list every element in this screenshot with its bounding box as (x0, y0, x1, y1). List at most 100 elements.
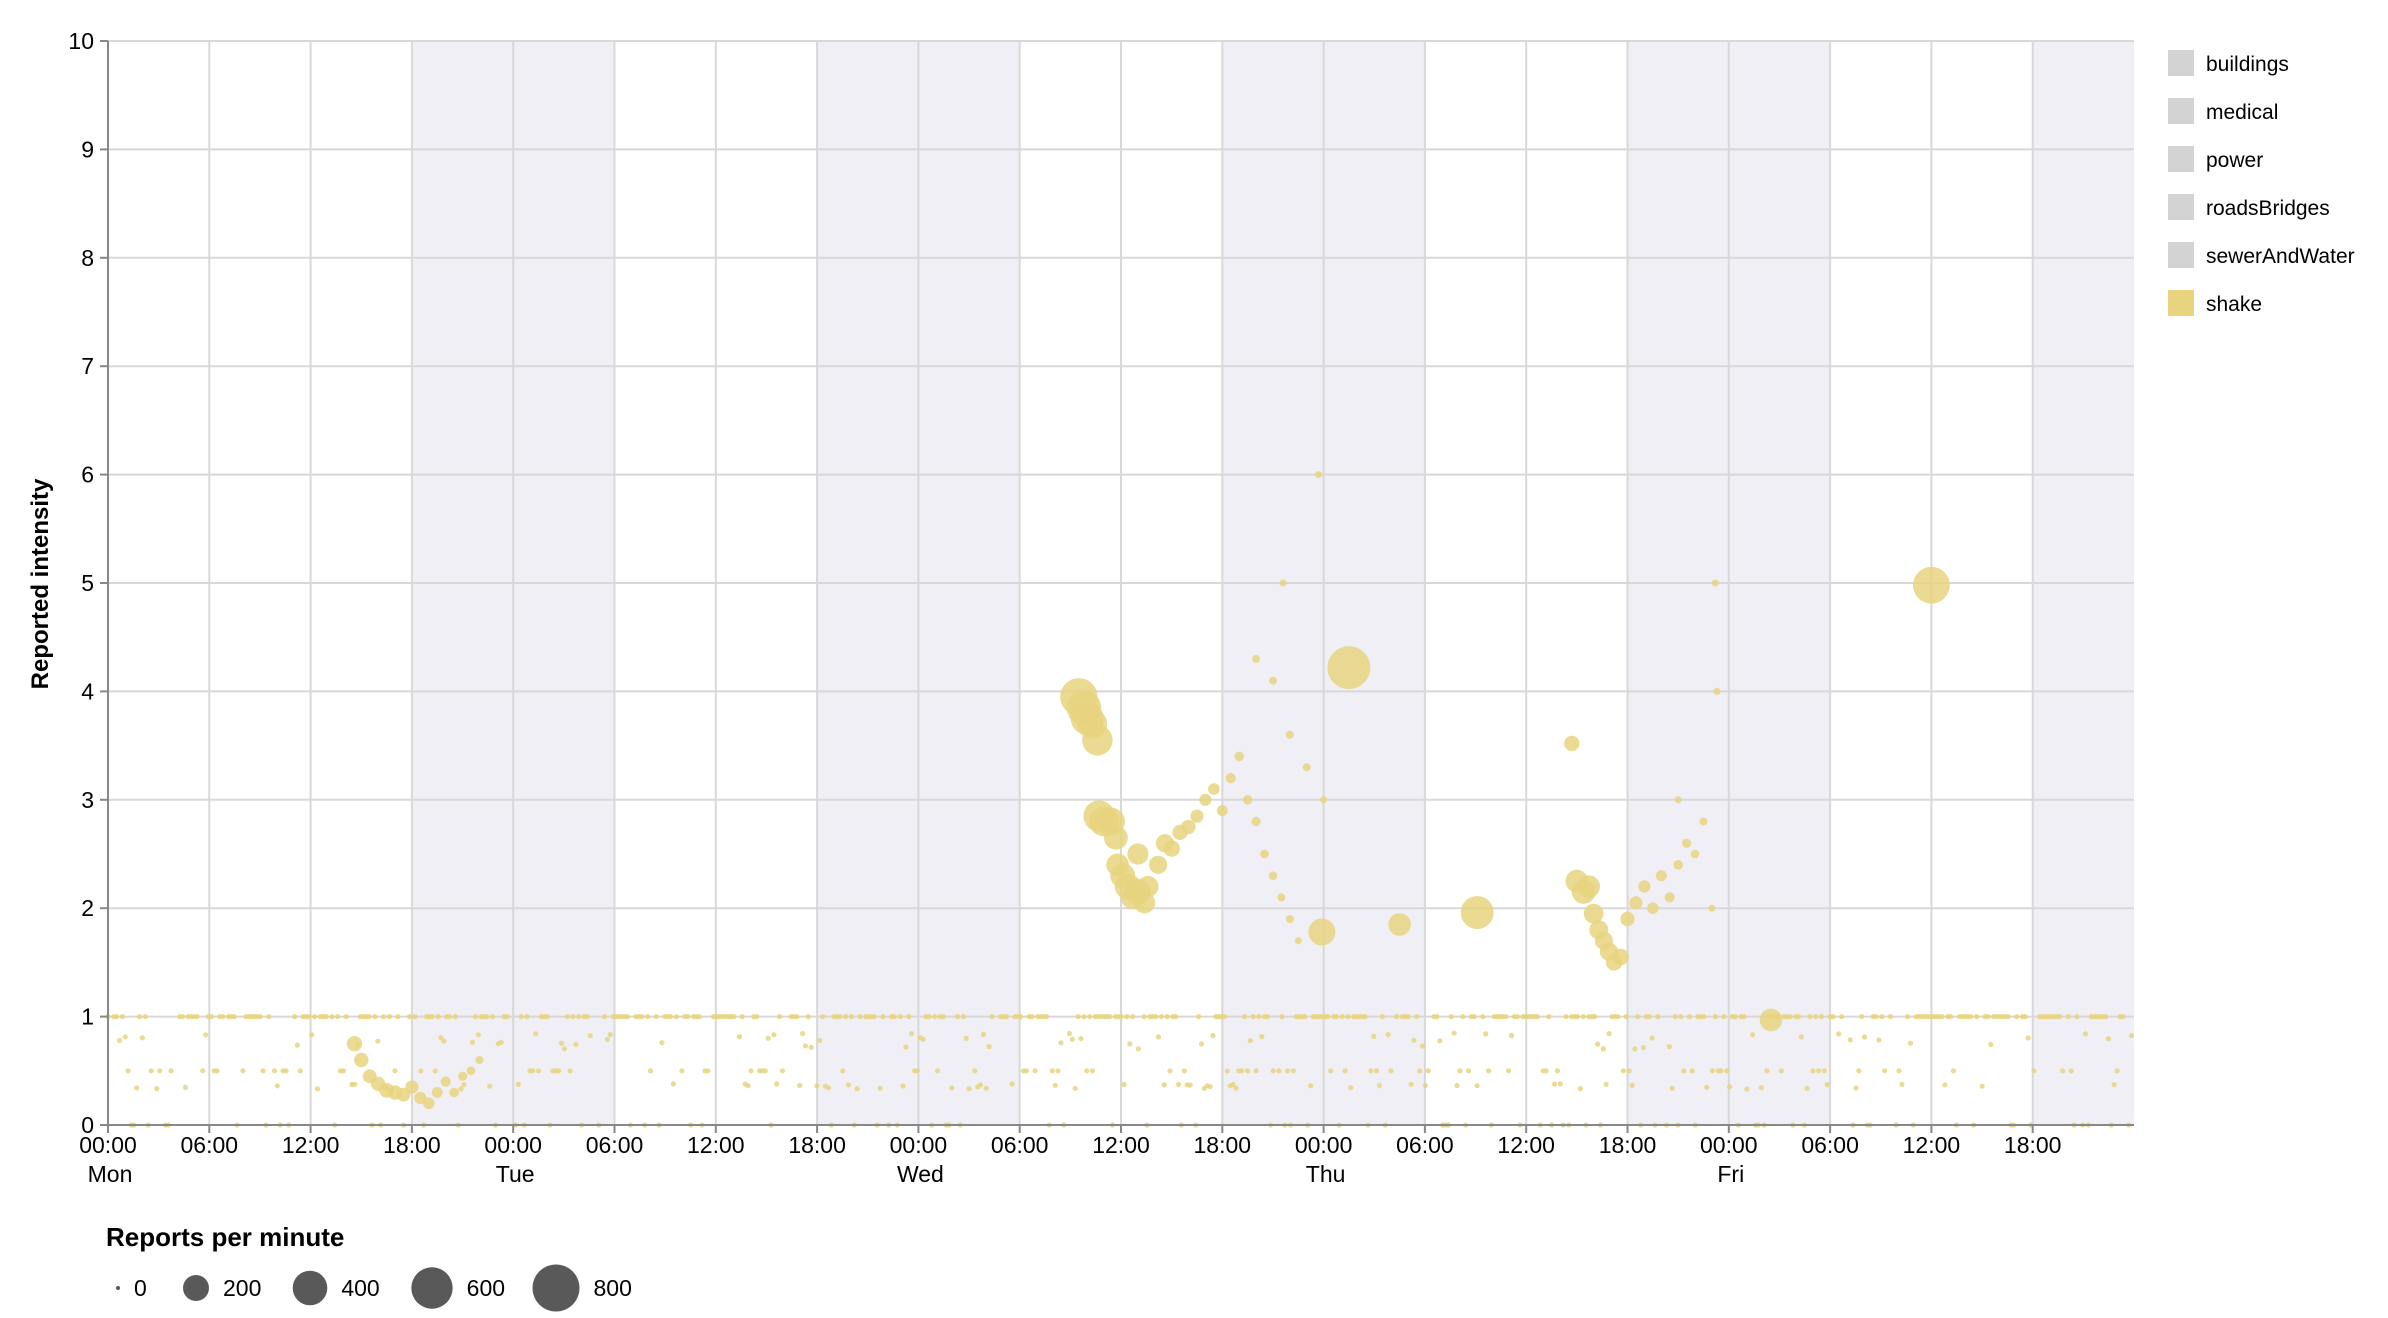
scatter-point (1882, 1068, 1888, 1074)
scatter-point (1603, 1081, 1609, 1087)
scatter-point (2068, 1068, 2074, 1074)
size-legend-circle (411, 1267, 453, 1309)
scatter-point (1554, 1068, 1560, 1074)
scatter-point (208, 1014, 214, 1020)
scatter-point (1454, 1082, 1460, 1089)
scatter-point (1153, 1014, 1159, 1020)
scatter-point (1419, 1043, 1426, 1049)
scatter-point (1167, 1068, 1173, 1074)
scatter-point (1190, 809, 1204, 823)
scatter-point (561, 1046, 568, 1052)
x-tick-label: 00:00 (1700, 1132, 1758, 1158)
scatter-point (194, 1014, 200, 1020)
scatter-point (1807, 1014, 1813, 1020)
scatter-point (1348, 1085, 1354, 1091)
scatter-point (435, 1014, 441, 1020)
scatter-point (1939, 1014, 1945, 1020)
scatter-point (840, 1068, 846, 1074)
scatter-point (1457, 1068, 1463, 1074)
scatter-point (1787, 1014, 1793, 1020)
scatter-point (306, 1014, 312, 1020)
scatter-point (498, 1039, 504, 1045)
scatter-point (1674, 796, 1682, 804)
scatter-point (139, 1035, 145, 1041)
scatter-point (1580, 1014, 1586, 1020)
scatter-point (705, 1068, 711, 1074)
scatter-point (1049, 1068, 1055, 1074)
scatter-point (1388, 913, 1411, 936)
scatter-point (1907, 1040, 1914, 1046)
scatter-point (817, 1037, 823, 1043)
size-legend-circle (116, 1286, 120, 1290)
scatter-point (1234, 751, 1244, 762)
size-legend-label: 800 (594, 1275, 632, 1301)
scatter-point (900, 1083, 906, 1089)
x-axis-ticks: 00:00 06:00 12:00 18:00 00:00 06:00 12:00 18:00… (79, 1125, 2061, 1187)
scatter-point (1798, 1034, 1804, 1040)
scatter-point (1276, 1068, 1282, 1074)
scatter-point (125, 1068, 131, 1074)
scatter-point (1247, 1038, 1253, 1044)
scatter-point (745, 1083, 751, 1089)
scatter-point (1620, 911, 1635, 927)
scatter-point (1629, 1082, 1635, 1088)
scatter-point (429, 1014, 435, 1020)
scatter-point (1942, 1082, 1948, 1088)
size-legend-label: 400 (341, 1275, 379, 1301)
scatter-point (1744, 1086, 1750, 1092)
scatter-point (1718, 1068, 1724, 1074)
scatter-point (1285, 1068, 1291, 1074)
scatter-point (1342, 1068, 1348, 1074)
scatter-point (1724, 1068, 1730, 1074)
scatter-point (1689, 1068, 1695, 1074)
scatter-point (1678, 1014, 1684, 1020)
x-day-label: Fri (1717, 1161, 1744, 1187)
scatter-point (848, 1014, 855, 1020)
scatter-point (1460, 1014, 1466, 1020)
scatter-point (1425, 1068, 1431, 1074)
scatter-point (1252, 654, 1261, 663)
scatter-point (1620, 1068, 1626, 1074)
scatter-point (515, 1081, 522, 1087)
scatter-point (1448, 1014, 1454, 1020)
scatter-point (182, 1084, 189, 1090)
legend-swatch (2168, 194, 2194, 220)
scatter-point (1434, 1014, 1440, 1020)
x-tick-label: 18:00 (1194, 1132, 1252, 1158)
scatter-point (1979, 1083, 1985, 1089)
scatter-point (940, 1014, 946, 1020)
scatter-point (1009, 1081, 1015, 1087)
y-axis-ticks: 0 1 2 3 4 5 6 7 8 9 10 (68, 28, 108, 1138)
scatter-point (271, 1068, 278, 1074)
scatter-point (1225, 773, 1236, 784)
scatter-point (1847, 1037, 1853, 1043)
scatter-point (1199, 793, 1212, 806)
legend-label: shake (2206, 293, 2262, 316)
scatter-point (765, 1035, 771, 1041)
scatter-point (980, 1031, 987, 1037)
scatter-point (857, 1014, 863, 1020)
scatter-point (1043, 1014, 1050, 1020)
scatter-point (116, 1037, 123, 1044)
scatter-point (1626, 1068, 1632, 1074)
scatter-point (647, 1068, 654, 1074)
scatter-point (380, 1014, 387, 1020)
scatter-point (963, 1035, 969, 1041)
scatter-point (335, 1014, 341, 1020)
scatter-point (932, 1014, 938, 1020)
scatter-point (1164, 1014, 1170, 1020)
scatter-point (1988, 1041, 1994, 1048)
scatter-point (2082, 1031, 2089, 1037)
scatter-point (1264, 1014, 1271, 1020)
scatter-point (1422, 1082, 1428, 1089)
scatter-point (731, 1014, 737, 1020)
scatter-point (119, 1014, 125, 1020)
scatter-point (1302, 763, 1311, 772)
scatter-point (1250, 1014, 1256, 1020)
scatter-point (1388, 1068, 1394, 1074)
scatter-point (1546, 1014, 1552, 1020)
scatter-point (1879, 1014, 1885, 1020)
scatter-point (1130, 1014, 1136, 1020)
scatter-point (524, 1014, 530, 1020)
scatter-point (1750, 1032, 1756, 1038)
